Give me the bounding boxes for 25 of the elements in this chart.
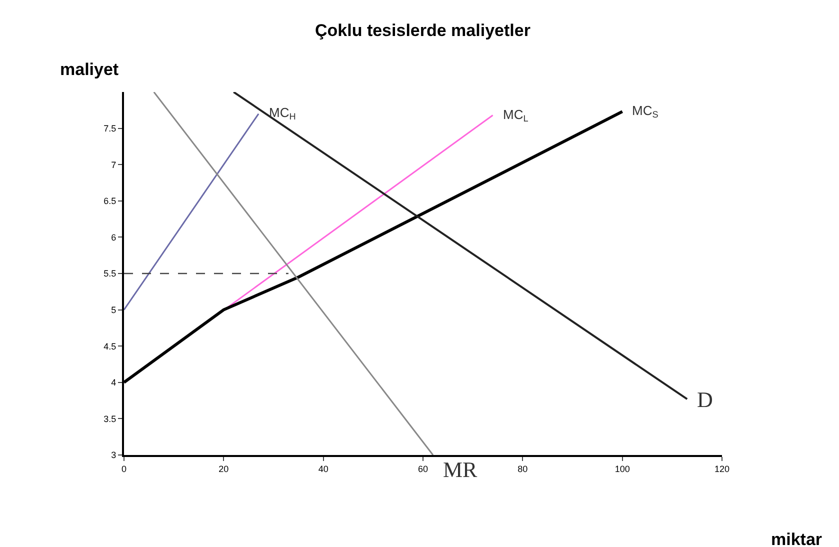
y-tick-label: 5 — [111, 304, 116, 315]
x-tick-label: 20 — [218, 464, 229, 474]
chart-title: Çoklu tesislerde maliyetler — [315, 21, 531, 40]
x-tick-label: 80 — [518, 464, 528, 474]
y-tick-label: 3 — [111, 450, 116, 460]
series-label: MC$_{H}$ — [269, 105, 296, 122]
y-tick-label: 7.5 — [104, 123, 116, 134]
y-tick-label: 7 — [111, 160, 116, 170]
series-label: MR — [443, 457, 478, 482]
y-tick-label: 6.5 — [104, 196, 116, 206]
x-tick-label: 60 — [418, 464, 428, 474]
series-label: MC$_{L}$ — [503, 107, 528, 124]
series-label: D — [697, 387, 713, 412]
x-axis-title: miktar — [771, 530, 822, 547]
y-tick-label: 6 — [111, 232, 116, 242]
x-tick-label: 100 — [614, 464, 630, 474]
y-tick-label: 4 — [111, 378, 116, 388]
y-tick-label: 5.5 — [104, 268, 116, 279]
x-tick-label: 0 — [121, 464, 127, 474]
y-tick-label: 3.5 — [104, 414, 116, 424]
x-tick-label: 40 — [318, 464, 328, 474]
y-tick-label: 4.5 — [104, 341, 116, 352]
series-label: MC$_{S}$ — [632, 103, 658, 120]
y-axis-title: maliyet — [60, 60, 119, 79]
x-tick-label: 120 — [714, 464, 730, 474]
